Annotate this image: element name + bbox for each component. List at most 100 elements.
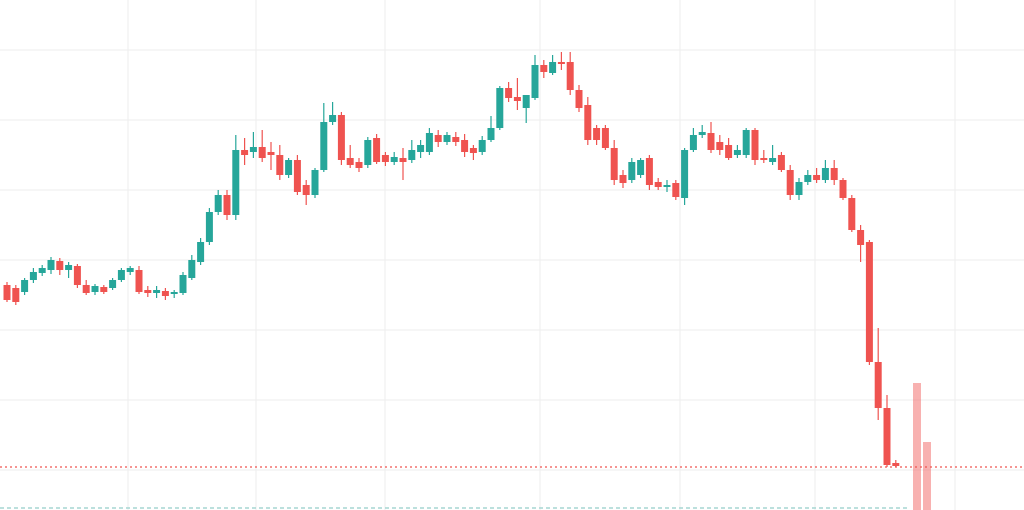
candle-body [593, 128, 601, 140]
candle-body [540, 65, 548, 72]
candle-body [170, 292, 178, 294]
candle-body [496, 88, 504, 128]
candle-body [478, 140, 486, 152]
candle-body [223, 195, 231, 215]
candle-body [821, 168, 829, 180]
candle-body [707, 133, 715, 150]
candle-body [82, 285, 90, 293]
candle-body [408, 150, 416, 160]
candle-body [434, 135, 442, 142]
candle-body [769, 158, 777, 162]
candle-body [425, 133, 433, 152]
candle-body [276, 155, 284, 175]
candle-body [355, 162, 363, 168]
candle-body [716, 142, 724, 150]
candle-body [619, 175, 627, 183]
candle-body [637, 160, 645, 175]
candle-body [320, 122, 328, 170]
candle-body [575, 90, 583, 108]
candle-body [628, 162, 636, 180]
candle-body [469, 148, 477, 153]
candle-body [47, 260, 55, 270]
candle-body [302, 185, 310, 195]
candle-body [566, 62, 574, 90]
candle-body [117, 270, 125, 280]
candle-body [760, 158, 768, 160]
candle-body [549, 62, 557, 73]
candle-body [381, 155, 389, 162]
candle-body [126, 268, 134, 272]
candle-body [293, 160, 301, 192]
candle-body [91, 286, 99, 292]
candle-body [443, 135, 451, 142]
candle-body [839, 180, 847, 198]
candle-body [417, 145, 425, 152]
candle-body [197, 242, 205, 262]
candle-body [505, 88, 513, 98]
candle-body [487, 128, 495, 140]
candle-body [461, 140, 469, 152]
candle-body [874, 362, 882, 408]
candle-body [249, 147, 257, 152]
candle-body [892, 463, 900, 466]
candle-body [786, 170, 794, 195]
candle-body [241, 150, 249, 155]
candle-body [73, 266, 81, 285]
candle-body [346, 158, 354, 165]
candle-body [364, 140, 372, 165]
candle-body [689, 135, 697, 150]
candle-body [144, 290, 152, 293]
candle-body [698, 132, 706, 135]
candle-body [883, 408, 891, 465]
candle-body [205, 212, 213, 242]
candle-body [610, 148, 618, 180]
candle-body [267, 152, 275, 155]
candle-body [337, 115, 345, 160]
candle-body [285, 160, 293, 175]
candle-body [672, 183, 680, 197]
candle-body [38, 268, 46, 273]
candle-body [557, 62, 565, 64]
candle-body [3, 285, 11, 300]
candle-body [795, 182, 803, 195]
projection-bar [923, 442, 931, 510]
candle-body [65, 265, 73, 270]
candle-body [513, 97, 521, 101]
candle-body [21, 280, 29, 292]
candle-body [109, 280, 117, 288]
candle-body [179, 275, 187, 293]
candles [3, 52, 900, 467]
candle-body [214, 195, 222, 212]
candle-body [848, 198, 856, 230]
candle-body [777, 155, 785, 170]
candle-body [29, 272, 37, 280]
candle-body [645, 158, 653, 185]
projection-bar [913, 383, 921, 510]
candle-body [153, 290, 161, 293]
candle-body [681, 150, 689, 198]
candle-body [311, 170, 319, 195]
candle-body [258, 147, 266, 158]
candle-body [452, 137, 460, 142]
candle-body [830, 168, 838, 180]
candle-body [742, 130, 750, 155]
candle-body [135, 270, 143, 292]
candle-body [751, 130, 759, 160]
candle-body [232, 150, 240, 215]
candle-body [813, 175, 821, 180]
candle-body [329, 115, 337, 122]
candle-body [188, 260, 196, 278]
candle-body [804, 175, 812, 182]
price-grid [0, 49, 1024, 471]
candle-body [373, 138, 381, 162]
candle-body [663, 185, 671, 187]
candle-body [865, 242, 873, 362]
candle-body [390, 157, 398, 162]
candle-body [733, 150, 741, 155]
candle-body [399, 158, 407, 162]
candle-body [584, 105, 592, 140]
candle-body [531, 65, 539, 98]
candle-body [100, 287, 108, 292]
